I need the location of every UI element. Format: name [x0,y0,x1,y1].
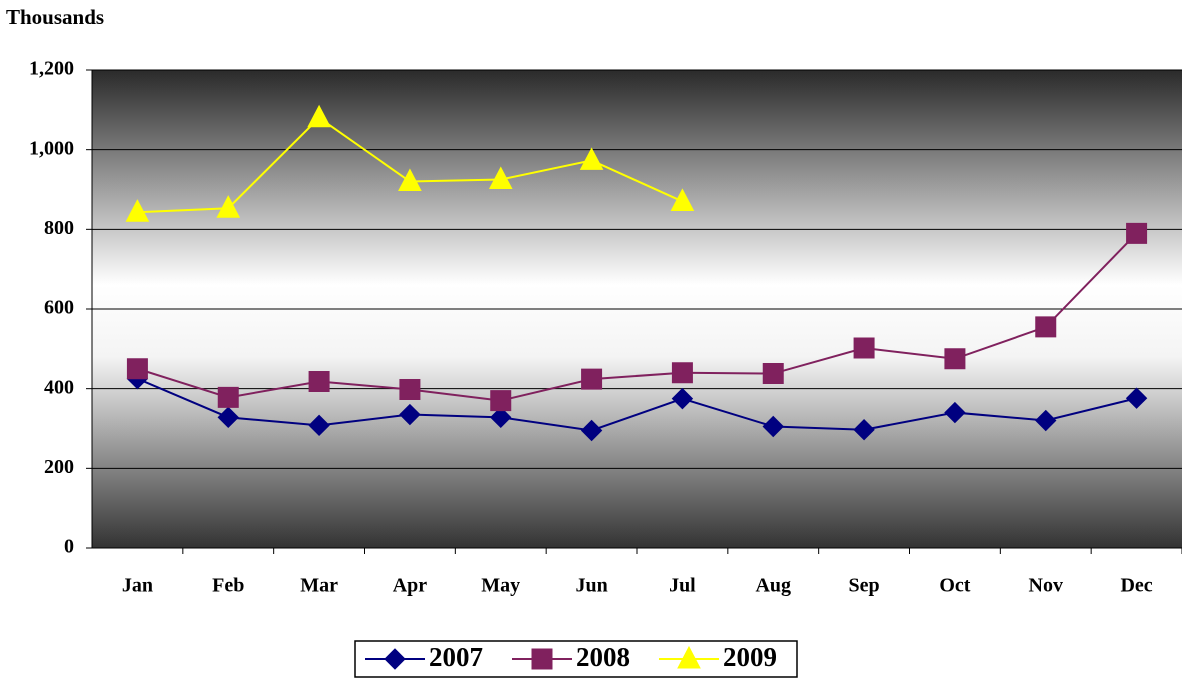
y-tick-label: 200 [44,456,74,478]
marker [217,406,239,429]
legend [354,640,798,678]
marker [671,362,693,384]
marker [125,199,150,222]
series-line [137,377,1137,432]
x-tick-label: May [481,575,520,597]
legend-label: 2009 [723,642,777,672]
legend-label: 2007 [429,642,483,672]
marker [944,348,966,370]
x-tick-label: Apr [393,575,428,597]
marker [217,386,239,408]
marker [580,419,603,442]
chart-title: Thousands [6,5,104,29]
marker [944,401,966,424]
x-tick-label: Jun [575,575,607,597]
marker [384,648,406,670]
marker [399,403,421,426]
y-tick-label: 600 [44,297,74,319]
y-tick-label: 0 [64,536,74,558]
y-tick-label: 800 [44,217,74,239]
marker [399,378,421,400]
marker [670,188,695,211]
marker [677,645,701,669]
marker [853,418,875,441]
marker [308,370,330,392]
marker [490,390,512,412]
marker [1035,409,1057,432]
x-tick-label: Jul [669,575,696,597]
marker [1126,222,1148,244]
legend-label: 2008 [576,642,630,672]
y-tick-label: 1,000 [29,137,74,159]
marker [1125,387,1148,409]
marker [853,337,875,359]
marker [216,195,241,218]
y-tick-label: 1,200 [29,58,74,80]
x-tick-label: Mar [300,575,338,597]
x-tick-label: Jan [122,575,153,597]
marker [762,363,784,385]
marker [490,406,512,429]
y-tick-label: 400 [44,376,74,398]
series-line [137,232,1138,402]
marker [1035,316,1057,338]
marker [579,147,604,170]
marker [671,387,694,410]
marker [488,166,513,190]
marker [308,414,330,437]
marker [398,168,422,192]
marker [581,368,603,390]
x-tick-label: Sep [849,575,880,597]
marker [126,358,148,380]
x-tick-label: Dec [1120,575,1152,597]
marker [762,415,784,438]
x-tick-label: Oct [939,575,970,597]
x-tick-label: Nov [1029,575,1063,597]
x-tick-label: Aug [755,575,791,597]
marker [307,104,331,128]
marker [531,648,553,670]
x-tick-label: Feb [212,575,244,597]
